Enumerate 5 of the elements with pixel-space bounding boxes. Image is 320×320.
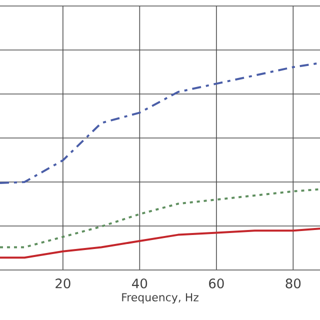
x-axis-title: Frequency, Hz bbox=[122, 293, 198, 304]
x-tick-label: 80 bbox=[286, 278, 301, 288]
x-tick-label: 20 bbox=[56, 278, 70, 288]
x-tick-label: 40 bbox=[132, 278, 148, 288]
x-tick-label: 60 bbox=[209, 278, 224, 288]
